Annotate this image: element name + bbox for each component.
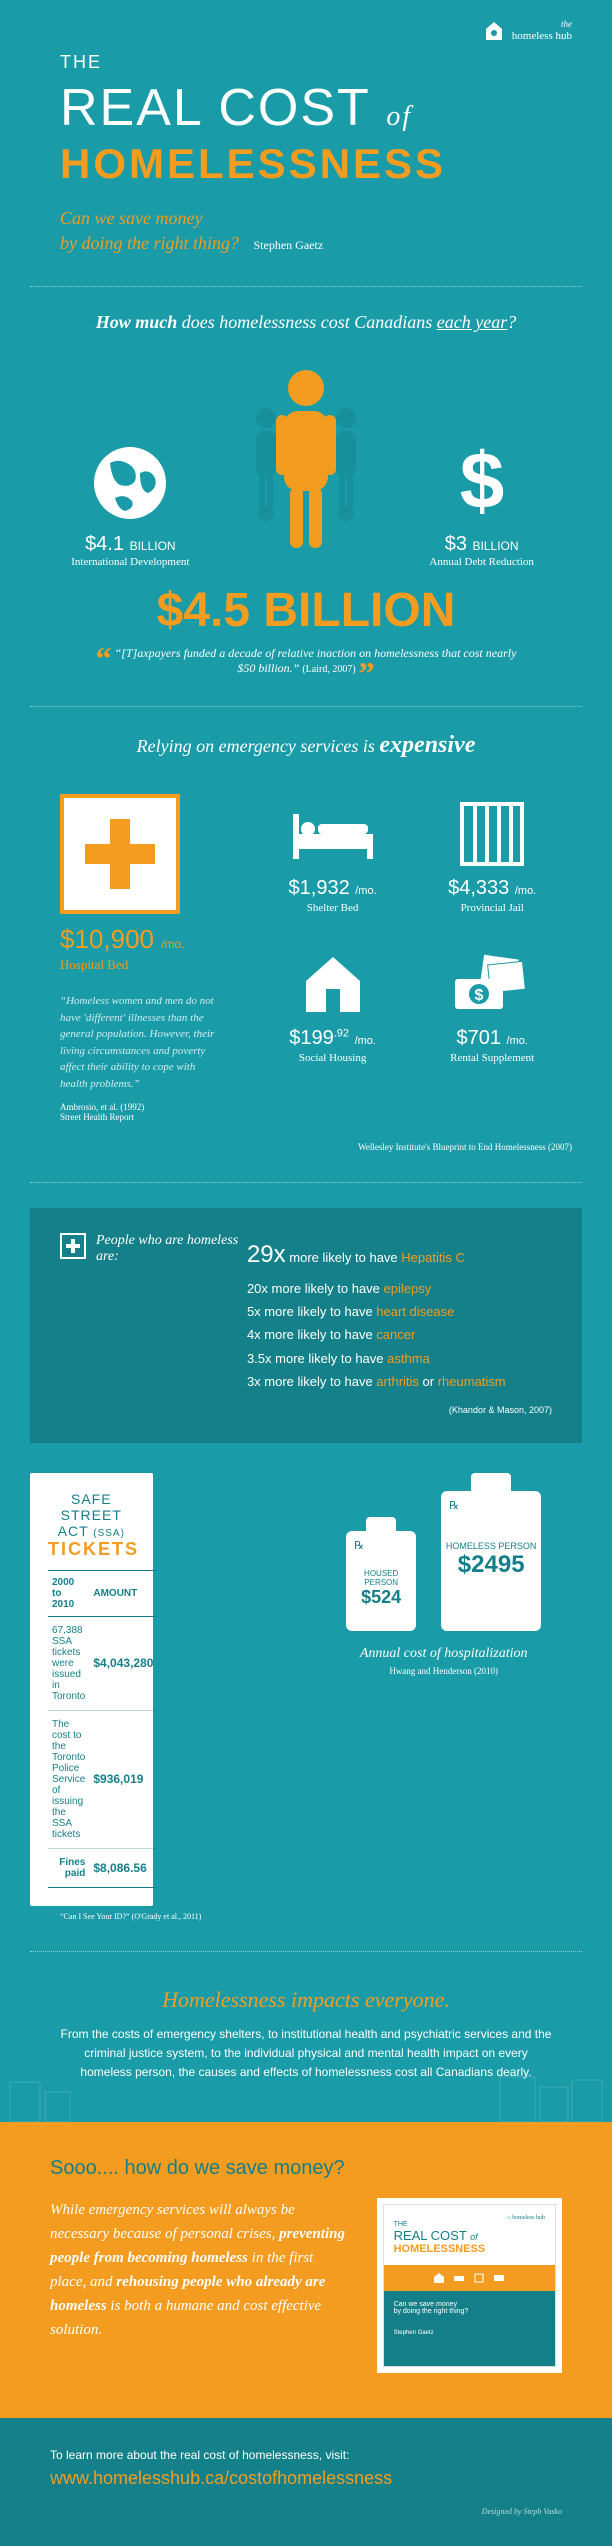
brand-name: homeless hub	[512, 30, 572, 42]
svc-shelter-bed: $1,932 /mo. Shelter Bed	[253, 789, 413, 939]
tickets-cite: “Can I See Your ID?” (O'Grady et al., 20…	[60, 1912, 285, 1921]
svc-shelter-price: $1,932 /mo.	[258, 877, 408, 900]
svg-text:$: $	[475, 987, 484, 1004]
bottles-caption: Annual cost of hospitalization	[305, 1646, 582, 1662]
thumb-icons-row	[384, 2265, 555, 2291]
cost-item-debt: $ $3 BILLION Annual Debt Reduction	[407, 433, 557, 568]
bottle-housed: ℞ HOUSED PERSON$524	[346, 1517, 416, 1631]
header-title-realcost: REAL COST	[60, 79, 370, 137]
table-row: 67,388 SSA tickets were issued in Toront…	[48, 1616, 157, 1710]
header-author: Stephen Gaetz	[254, 238, 324, 252]
footer-url: www.homelesshub.ca/costofhomelessness	[50, 2468, 562, 2489]
header-sub2: by doing the right thing?	[60, 233, 239, 253]
bottle-homeless-price: $2495	[458, 1551, 525, 1578]
svc-social-housing: $199.92 /mo. Social Housing	[253, 939, 413, 1089]
cost-item-intl: $4.1 BILLION International Development	[55, 433, 205, 568]
hospital-cross-icon	[60, 794, 180, 914]
hospital-quote: “Homeless women and men do not have 'dif…	[60, 993, 223, 1092]
svc-jail: $4,333 /mo. Provincial Jail	[412, 789, 572, 939]
services-source: Wellesley Institute's Blueprint to End H…	[0, 1142, 612, 1182]
tickets-title: SAFE STREET ACT (SSA)	[48, 1491, 135, 1539]
impacts-section: Homelessness impacts everyone. From the …	[0, 1952, 612, 2123]
footer-credit: Designed by Steph Vasko	[50, 2507, 562, 2516]
header-title-line1: REAL COST of	[60, 78, 552, 138]
likely-row: 5x more likely to have heart disease	[247, 1300, 552, 1323]
header-subtitle: Can we save money by doing the right thi…	[60, 206, 552, 256]
cost-quote-cite: (Laird, 2007)	[302, 664, 355, 675]
svc-social-price: $199.92 /mo.	[258, 1027, 408, 1050]
globe-icon	[55, 433, 205, 533]
bottle-homeless-label: HOMELESS PERSON	[446, 1541, 537, 1551]
rx-icon: ℞	[449, 1499, 459, 1512]
tickets-table: 2000 to 2010AMOUNT 67,388 SSA tickets we…	[48, 1570, 157, 1888]
svc-rental-name: Rental Supplement	[417, 1052, 567, 1064]
cost-total: $4.5 BILLION	[0, 578, 612, 646]
header-overline: THE	[60, 52, 552, 73]
hospital-cite: Ambrosio, et al. (1992) Street Health Re…	[60, 1102, 253, 1122]
cost-title-underline: each year	[437, 312, 507, 332]
likely-box: People who are homeless are: 29x more li…	[30, 1208, 582, 1442]
save-title: Sooo.... how do we save money?	[50, 2157, 562, 2180]
svc-jail-name: Provincial Jail	[417, 902, 567, 914]
save-body: While emergency services will always be …	[50, 2198, 352, 2342]
bottles-panel: ℞ HOUSED PERSON$524 ℞ HOMELESS PERSON$24…	[305, 1473, 582, 1676]
likely-row: 3x more likely to have arthritis or rheu…	[247, 1370, 552, 1393]
cost-debt-label: Annual Debt Reduction	[407, 556, 557, 568]
cost-title-q: ?	[507, 312, 516, 332]
svg-text:$: $	[459, 438, 504, 525]
svc-jail-price: $4,333 /mo.	[417, 877, 567, 900]
svc-rental-price: $701 /mo.	[417, 1027, 567, 1050]
house-icon	[258, 949, 408, 1019]
cost-quote: “ “[T]axpayers funded a decade of relati…	[0, 646, 612, 706]
dollar-icon: $	[407, 433, 557, 533]
person-icon	[236, 363, 376, 568]
services-title-b: expensive	[379, 732, 475, 758]
tickets-title2: TICKETS	[48, 1539, 135, 1560]
header-title-of: of	[386, 101, 412, 132]
tickets-card: SAFE STREET ACT (SSA) TICKETS 2000 to 20…	[30, 1473, 153, 1906]
bottle-housed-label: HOUSED PERSON	[364, 1569, 398, 1587]
hospital-price: $10,900 /mo.	[60, 924, 253, 955]
table-row: The cost to the Toronto Police Service o…	[48, 1710, 157, 1848]
bottles-cite: Hwang and Henderson (2010)	[305, 1666, 582, 1676]
likely-row: 20x more likely to have epilepsy	[247, 1277, 552, 1300]
jail-icon	[417, 799, 567, 869]
svc-shelter-name: Shelter Bed	[258, 902, 408, 914]
services-title-a: Relying on emergency services is	[137, 736, 380, 756]
cost-title-bold: How much	[96, 312, 178, 332]
services-title: Relying on emergency services is expensi…	[0, 707, 612, 789]
hospital-name: Hospital Bed	[60, 957, 253, 973]
svc-social-name: Social Housing	[258, 1052, 408, 1064]
bottle-housed-price: $524	[361, 1587, 401, 1607]
footer: To learn more about the real cost of hom…	[0, 2418, 612, 2546]
likely-intro: People who are homeless are:	[96, 1233, 247, 1265]
money-docs-icon: $	[417, 949, 567, 1019]
report-thumbnail: ⌂ homeless hub THE REAL COST of HOMELESS…	[377, 2198, 562, 2373]
table-row-fines: Fines paid$8,086.56	[48, 1848, 157, 1887]
brand-the: the	[512, 20, 572, 30]
save-section: Sooo.... how do we save money? While eme…	[0, 2122, 612, 2418]
header-title-line2: HOMELESSNESS	[60, 140, 552, 188]
tickets-col2: AMOUNT	[89, 1570, 157, 1616]
likely-row: 29x more likely to have Hepatitis C	[247, 1233, 552, 1276]
impacts-title: Homelessness impacts everyone.	[60, 1987, 552, 2013]
brand-logo: thehomeless hub	[0, 0, 612, 52]
rx-icon: ℞	[354, 1539, 364, 1552]
cost-section-title: How much does homelessness cost Canadian…	[0, 287, 612, 363]
buildings-icon	[0, 2072, 612, 2122]
likely-row: 3.5x more likely to have asthma	[247, 1347, 552, 1370]
likely-row: 4x more likely to have cancer	[247, 1323, 552, 1346]
tickets-col1: 2000 to 2010	[48, 1570, 89, 1616]
likely-cite: (Khandor & Mason, 2007)	[247, 1402, 552, 1418]
svc-rental: $ $701 /mo. Rental Supplement	[412, 939, 572, 1089]
header-sub1: Can we save money	[60, 208, 202, 228]
plus-badge-icon	[60, 1233, 86, 1259]
cost-debt-value: $3 BILLION	[407, 533, 557, 556]
cost-title-mid: does homelessness cost Canadians	[177, 312, 437, 332]
footer-label: To learn more about the real cost of hom…	[50, 2448, 562, 2462]
bottle-homeless: ℞ HOMELESS PERSON$2495	[441, 1473, 541, 1631]
cost-intl-label: International Development	[55, 556, 205, 568]
cost-intl-value: $4.1 BILLION	[55, 533, 205, 556]
bed-icon	[258, 799, 408, 869]
